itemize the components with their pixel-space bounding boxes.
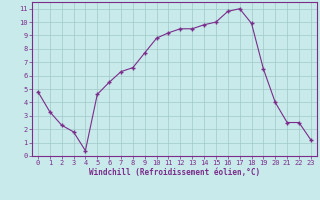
X-axis label: Windchill (Refroidissement éolien,°C): Windchill (Refroidissement éolien,°C) [89, 168, 260, 177]
